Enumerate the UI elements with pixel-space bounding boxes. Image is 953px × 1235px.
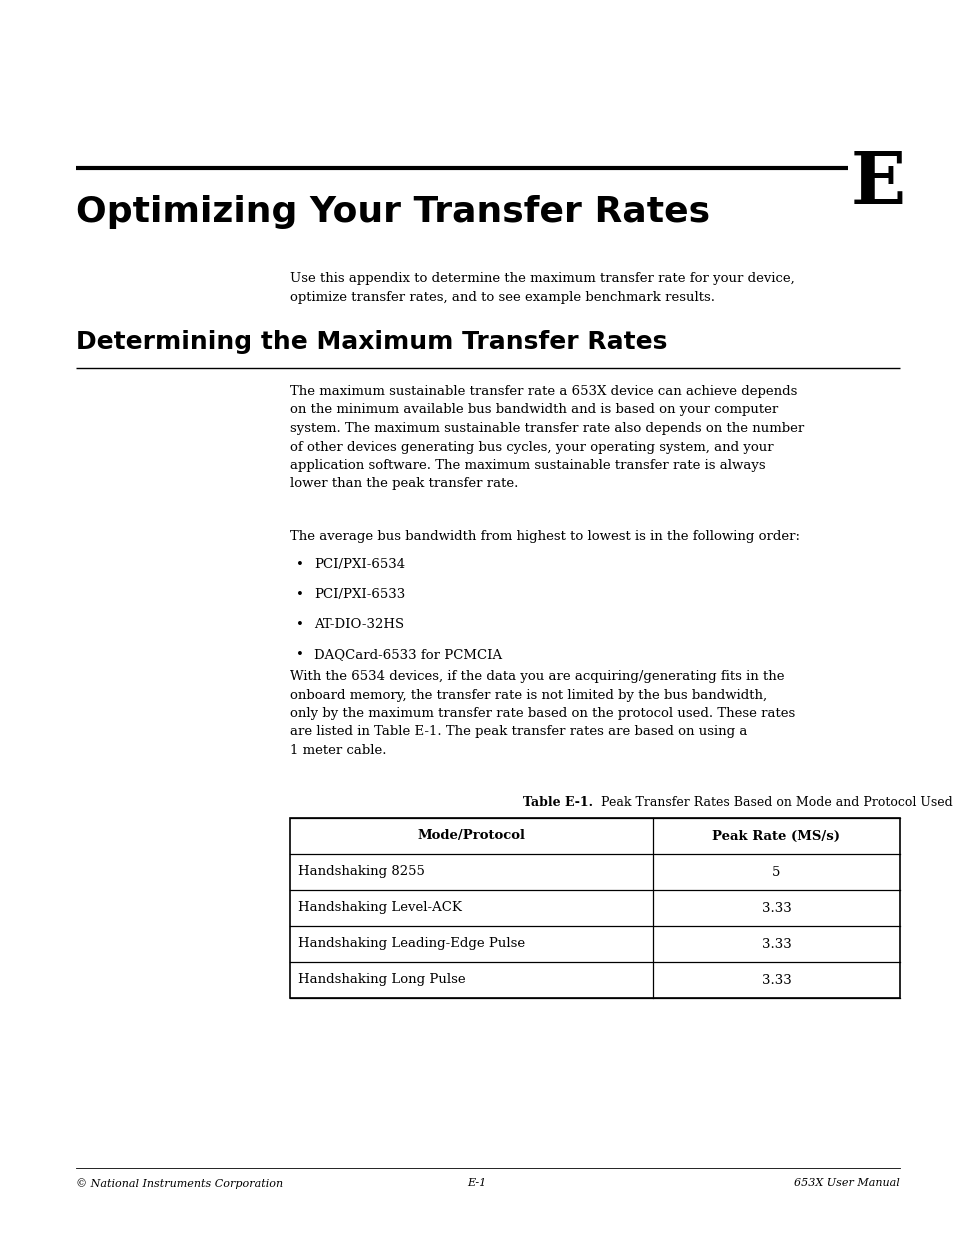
Text: Handshaking Leading-Edge Pulse: Handshaking Leading-Edge Pulse [297, 937, 524, 951]
Text: PCI/PXI-6533: PCI/PXI-6533 [314, 588, 405, 601]
Text: Table E-1.: Table E-1. [522, 797, 593, 809]
Text: Mode/Protocol: Mode/Protocol [417, 830, 525, 842]
Text: Determining the Maximum Transfer Rates: Determining the Maximum Transfer Rates [76, 330, 667, 354]
Text: DAQCard-6533 for PCMCIA: DAQCard-6533 for PCMCIA [314, 648, 501, 661]
Text: Peak Rate (MS/s): Peak Rate (MS/s) [712, 830, 840, 842]
Text: E: E [849, 148, 904, 219]
Text: 3.33: 3.33 [760, 902, 791, 914]
Text: Handshaking Level-ACK: Handshaking Level-ACK [297, 902, 461, 914]
Text: The average bus bandwidth from highest to lowest is in the following order:: The average bus bandwidth from highest t… [290, 530, 800, 543]
Text: 653X User Manual: 653X User Manual [794, 1178, 899, 1188]
Text: Handshaking 8255: Handshaking 8255 [297, 866, 424, 878]
Text: E-1: E-1 [467, 1178, 486, 1188]
Text: •: • [295, 648, 304, 661]
Text: 3.33: 3.33 [760, 937, 791, 951]
Text: With the 6534 devices, if the data you are acquiring/generating fits in the
onbo: With the 6534 devices, if the data you a… [290, 671, 795, 757]
Text: •: • [295, 588, 304, 601]
Text: PCI/PXI-6534: PCI/PXI-6534 [314, 558, 405, 571]
Text: 5: 5 [772, 866, 780, 878]
Text: •: • [295, 618, 304, 631]
Text: Peak Transfer Rates Based on Mode and Protocol Used: Peak Transfer Rates Based on Mode and Pr… [593, 797, 952, 809]
Text: Use this appendix to determine the maximum transfer rate for your device,
optimi: Use this appendix to determine the maxim… [290, 272, 794, 304]
Text: •: • [295, 558, 304, 571]
Text: © National Instruments Corporation: © National Instruments Corporation [76, 1178, 283, 1189]
Text: AT-DIO-32HS: AT-DIO-32HS [314, 618, 404, 631]
Text: The maximum sustainable transfer rate a 653X device can achieve depends
on the m: The maximum sustainable transfer rate a … [290, 385, 803, 490]
Text: Optimizing Your Transfer Rates: Optimizing Your Transfer Rates [76, 195, 709, 228]
Text: Handshaking Long Pulse: Handshaking Long Pulse [297, 973, 465, 987]
Bar [290, 818, 899, 998]
Text: 3.33: 3.33 [760, 973, 791, 987]
